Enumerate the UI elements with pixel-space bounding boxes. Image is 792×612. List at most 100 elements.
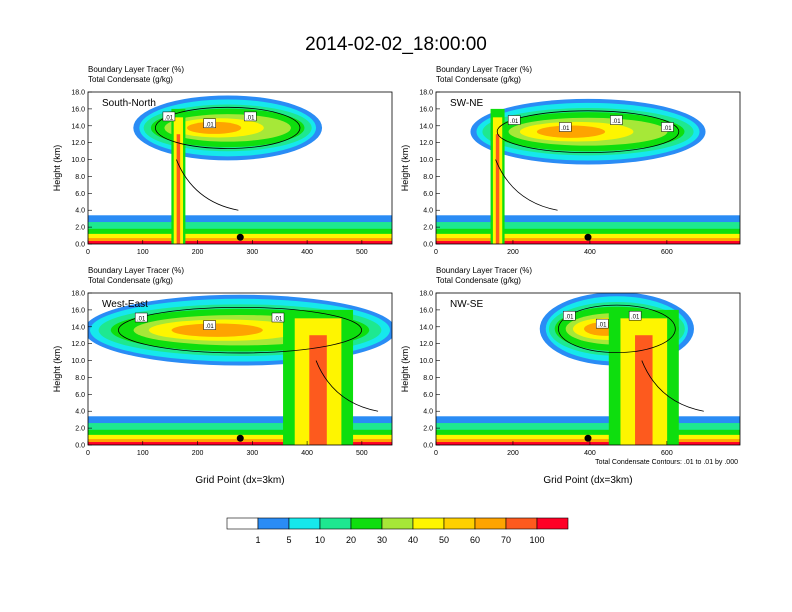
panel-field: .01 .01 .01 xyxy=(88,92,392,244)
colorbar-label: 1 xyxy=(255,535,260,545)
colorbar-label: 50 xyxy=(439,535,449,545)
colorbar-label: 20 xyxy=(346,535,356,545)
contour-label-box xyxy=(162,111,176,122)
x-tick-label: 400 xyxy=(301,249,313,256)
y-tick-label: 12.0 xyxy=(71,341,85,348)
y-tick-label: 8.0 xyxy=(75,375,85,382)
y-tick-label: 18.0 xyxy=(71,291,85,298)
y-tick-label: 0.0 xyxy=(75,443,85,450)
anvil-shade-7 xyxy=(171,323,263,337)
site-marker xyxy=(584,233,592,241)
y-tick-label: 16.0 xyxy=(419,106,433,113)
x-axis-label: Grid Point (dx=3km) xyxy=(195,475,284,486)
colorbar-swatch xyxy=(319,517,352,530)
colorbar-label: 10 xyxy=(315,535,325,545)
contour-label-box xyxy=(271,312,285,323)
contour-label-box xyxy=(203,320,216,330)
site-marker xyxy=(236,233,244,241)
y-axis-label: Height (km) xyxy=(52,145,62,192)
y-tick-label: 16.0 xyxy=(71,106,85,113)
convective-tower-updraft xyxy=(176,134,181,244)
y-axis-label: Height (km) xyxy=(400,346,410,393)
convective-tower-updraft xyxy=(309,335,327,445)
contour-label: .01 xyxy=(205,122,214,128)
x-tick-label: 400 xyxy=(584,450,596,457)
y-tick-label: 12.0 xyxy=(419,341,433,348)
contour-label: .01 xyxy=(598,323,607,329)
y-tick-label: 8.0 xyxy=(423,174,433,181)
boundary-layer-band-6 xyxy=(436,442,740,445)
x-tick-label: 0 xyxy=(86,450,90,457)
terrain-contour xyxy=(176,159,239,211)
x-tick-label: 200 xyxy=(192,249,204,256)
y-tick-label: 6.0 xyxy=(423,392,433,399)
contour-label-box xyxy=(203,118,216,129)
panel-title-line: Boundary Layer Tracer (%) xyxy=(88,65,184,74)
contour-label: .01 xyxy=(612,119,621,125)
y-axis-label: Height (km) xyxy=(52,346,62,393)
y-tick-label: 12.0 xyxy=(419,140,433,147)
y-axis-label: Height (km) xyxy=(400,145,410,192)
panel-field: .01 .01 .01 xyxy=(88,293,392,445)
panel-title-line: Total Condensate (g/kg) xyxy=(436,276,521,285)
panel-title-line: Total Condensate (g/kg) xyxy=(436,75,521,84)
colorbar-swatch xyxy=(412,517,445,530)
y-tick-label: 8.0 xyxy=(423,375,433,382)
y-tick-label: 6.0 xyxy=(75,191,85,198)
y-tick-label: 18.0 xyxy=(419,90,433,97)
y-tick-label: 6.0 xyxy=(75,392,85,399)
y-tick-label: 10.0 xyxy=(71,157,85,164)
y-tick-label: 4.0 xyxy=(75,208,85,215)
colorbar-swatch xyxy=(350,517,383,530)
contour-label-box xyxy=(628,310,642,321)
y-tick-label: 18.0 xyxy=(419,291,433,298)
panel-title-line: Boundary Layer Tracer (%) xyxy=(436,65,532,74)
boundary-layer-band-5 xyxy=(436,238,740,244)
colorbar: 1 5 10 20 30 40 50 60 70 100 xyxy=(226,517,569,545)
contour-label-box xyxy=(559,122,572,132)
convective-tower-updraft xyxy=(495,134,500,244)
contour-label: .01 xyxy=(137,316,146,322)
y-tick-label: 16.0 xyxy=(419,307,433,314)
panel-title-line: Total Condensate (g/kg) xyxy=(88,276,173,285)
y-tick-label: 14.0 xyxy=(71,123,85,130)
x-tick-label: 200 xyxy=(507,450,519,457)
colorbar-swatch xyxy=(257,517,290,530)
condensate-contour xyxy=(557,304,676,354)
y-tick-label: 14.0 xyxy=(419,324,433,331)
panel-frame xyxy=(87,292,393,446)
x-tick-label: 200 xyxy=(192,450,204,457)
y-tick-label: 10.0 xyxy=(71,358,85,365)
colorbar-swatch xyxy=(474,517,507,530)
y-tick-label: 12.0 xyxy=(71,140,85,147)
panel-sw-ne: .01 .01 .01 .01 SW-NE Boundary Layer Tracer (… xyxy=(400,65,741,256)
x-tick-label: 100 xyxy=(137,450,149,457)
panel-field: .01 .01 .01 .01 xyxy=(436,92,740,244)
contour-label: .01 xyxy=(631,315,640,321)
x-tick-label: 200 xyxy=(507,249,519,256)
condensate-contour xyxy=(496,110,680,153)
panel-frame xyxy=(435,292,741,446)
x-tick-label: 0 xyxy=(434,249,438,256)
x-tick-label: 600 xyxy=(661,249,673,256)
x-tick-label: 400 xyxy=(301,450,313,457)
y-tick-label: 6.0 xyxy=(423,191,433,198)
y-tick-label: 14.0 xyxy=(71,324,85,331)
x-tick-label: 300 xyxy=(246,249,258,256)
colorbar-label: 60 xyxy=(470,535,480,545)
contour-label-box xyxy=(244,111,257,122)
y-tick-label: 0.0 xyxy=(423,443,433,450)
figure-title: 2014-02-02_18:00:00 xyxy=(305,34,487,55)
y-tick-label: 4.0 xyxy=(75,409,85,416)
boundary-layer-band-5 xyxy=(88,238,392,244)
y-tick-label: 2.0 xyxy=(75,426,85,433)
contour-label: .01 xyxy=(205,324,214,330)
y-tick-label: 14.0 xyxy=(419,123,433,130)
section-label: NW-SE xyxy=(450,299,483,310)
contour-label: .01 xyxy=(246,115,255,121)
colorbar-swatch xyxy=(505,517,538,530)
colorbar-swatch xyxy=(288,517,321,530)
convective-tower-updraft xyxy=(635,335,653,445)
